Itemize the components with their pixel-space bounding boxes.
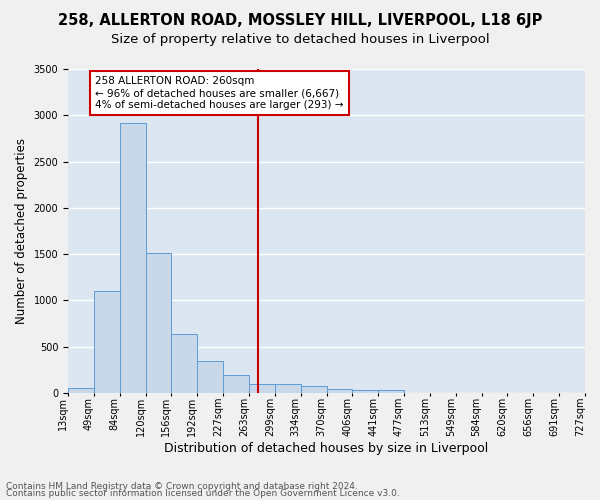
Text: Contains HM Land Registry data © Crown copyright and database right 2024.: Contains HM Land Registry data © Crown c… xyxy=(6,482,358,491)
Text: Size of property relative to detached houses in Liverpool: Size of property relative to detached ho… xyxy=(110,32,490,46)
Text: Contains public sector information licensed under the Open Government Licence v3: Contains public sector information licen… xyxy=(6,490,400,498)
Bar xyxy=(326,389,352,393)
Text: 258 ALLERTON ROAD: 260sqm
← 96% of detached houses are smaller (6,667)
4% of sem: 258 ALLERTON ROAD: 260sqm ← 96% of detac… xyxy=(95,76,344,110)
X-axis label: Distribution of detached houses by size in Liverpool: Distribution of detached houses by size … xyxy=(164,442,488,455)
Bar xyxy=(223,374,249,393)
Bar xyxy=(172,334,197,393)
Bar xyxy=(275,384,301,393)
Bar xyxy=(120,122,146,393)
Bar xyxy=(94,291,120,393)
Bar xyxy=(197,362,223,393)
Bar xyxy=(378,390,404,393)
Bar xyxy=(301,386,326,393)
Bar xyxy=(146,253,172,393)
Bar xyxy=(68,388,94,393)
Y-axis label: Number of detached properties: Number of detached properties xyxy=(15,138,28,324)
Bar xyxy=(352,390,378,393)
Bar xyxy=(249,384,275,393)
Text: 258, ALLERTON ROAD, MOSSLEY HILL, LIVERPOOL, L18 6JP: 258, ALLERTON ROAD, MOSSLEY HILL, LIVERP… xyxy=(58,12,542,28)
